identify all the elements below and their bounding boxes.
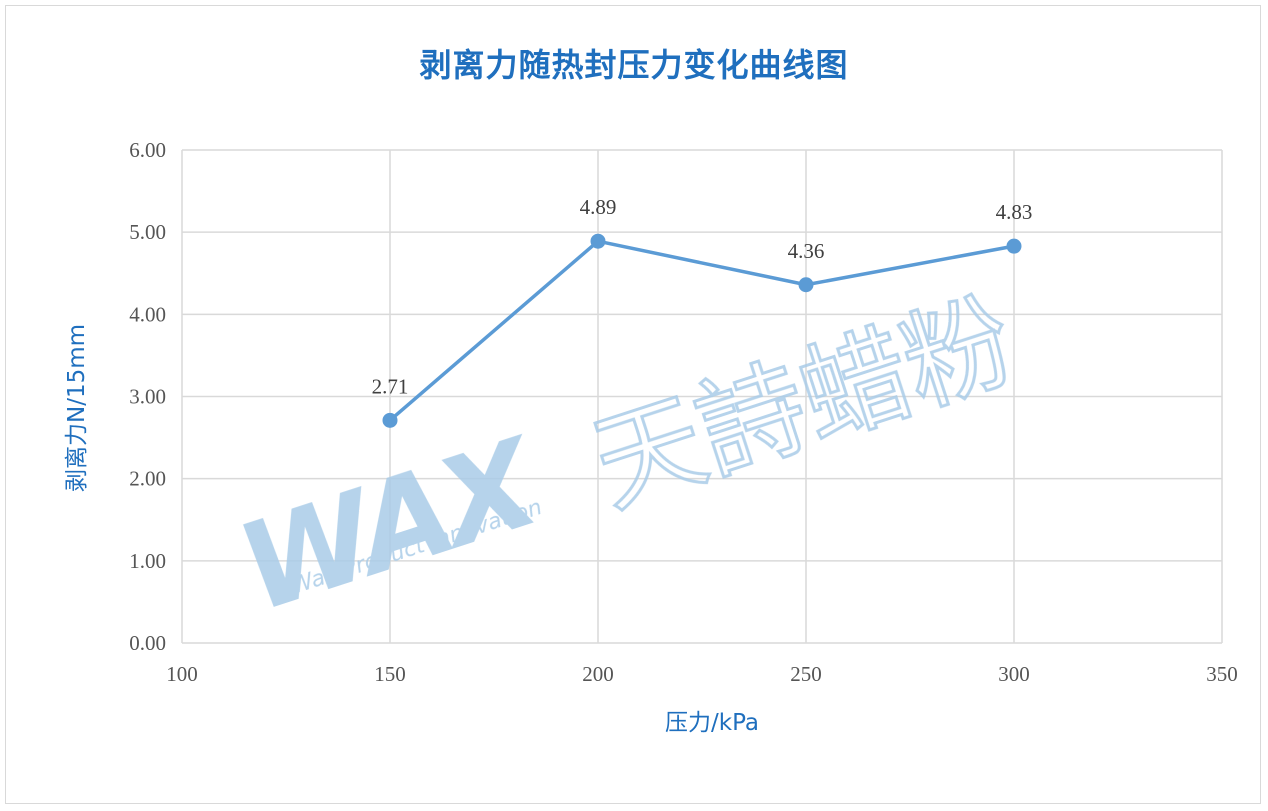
axis-labels: 0.00 1.00 2.00 3.00 4.00 5.00 6.00 100 150 200 250… (129, 138, 1238, 686)
x-axis-title: 压力/kPa (665, 710, 759, 736)
data-label: 2.71 (372, 374, 409, 398)
y-axis-title: 剥离力N/15mm (64, 324, 90, 492)
x-tick-label: 150 (374, 662, 406, 686)
y-tick-label: 0.00 (129, 631, 166, 655)
data-label: 4.36 (788, 239, 825, 263)
y-tick-label: 2.00 (129, 467, 166, 491)
x-tick-label: 200 (582, 662, 614, 686)
y-tick-label: 3.00 (129, 385, 166, 409)
grid-layer (181, 149, 1223, 644)
y-tick-label: 1.00 (129, 549, 166, 573)
watermark-script-text: 天詩蜡粉 (579, 277, 1028, 529)
chart-frame (5, 5, 1261, 804)
data-point (590, 233, 606, 249)
data-point (798, 277, 814, 293)
series-line (388, 239, 1015, 422)
x-tick-label: 250 (790, 662, 822, 686)
watermark-logo: WAX Wax Product Innovation 天詩蜡粉 (224, 276, 1030, 640)
data-point (1006, 238, 1022, 254)
y-tick-label: 5.00 (129, 220, 166, 244)
y-tick-label: 4.00 (129, 302, 166, 326)
series-layer: 2.71 4.89 4.36 4.83 (372, 195, 1033, 428)
data-point (382, 412, 398, 428)
data-label: 4.89 (580, 195, 617, 219)
y-tick-label: 6.00 (129, 138, 166, 162)
data-label: 4.83 (996, 200, 1033, 224)
x-tick-label: 100 (166, 662, 198, 686)
x-tick-label: 300 (998, 662, 1030, 686)
x-tick-label: 350 (1206, 662, 1238, 686)
chart-title: 剥离力随热封压力变化曲线图 (419, 46, 849, 84)
